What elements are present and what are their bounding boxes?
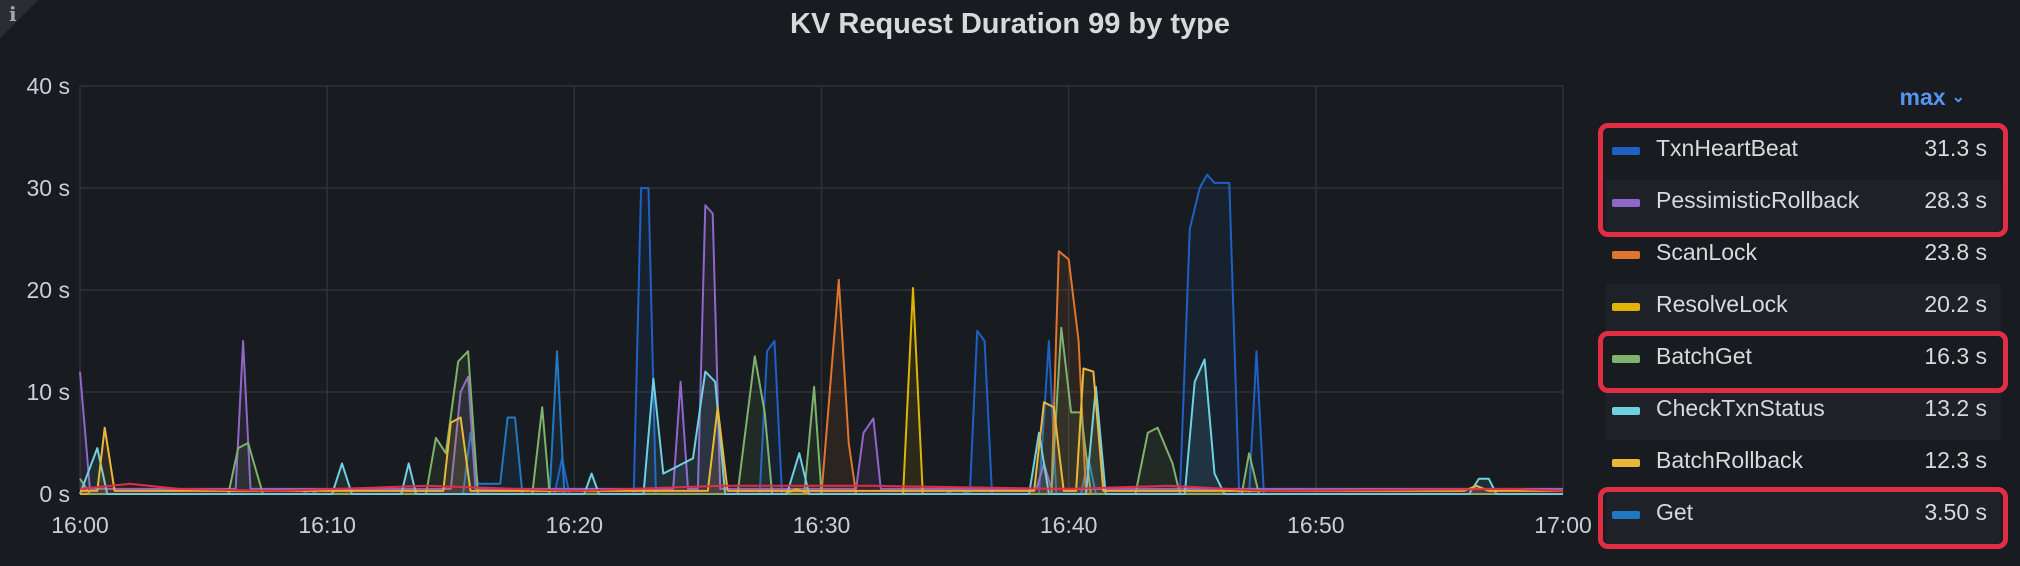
legend-max-value: 31.3 s (1924, 135, 1987, 161)
legend-max-value: 12.3 s (1924, 447, 1987, 473)
legend-series-name[interactable]: BatchRollback (1656, 447, 1804, 473)
legend-swatch[interactable] (1612, 459, 1640, 467)
series-line-other[interactable] (79, 482, 1564, 492)
legend-series-name[interactable]: TxnHeartBeat (1656, 135, 1798, 161)
legend-max-value: 23.8 s (1924, 239, 1987, 265)
y-tick-label: 0 s (39, 481, 70, 507)
highlight-box (1598, 487, 2008, 549)
legend-max-value: 13.2 s (1924, 395, 1987, 421)
chart-grid (79, 85, 1564, 495)
legend-series-name[interactable]: ScanLock (1656, 239, 1758, 265)
legend-max-value: 3.50 s (1924, 499, 1987, 525)
legend-item-txnheartbeat[interactable]: TxnHeartBeat 31.3 s (1606, 128, 2001, 180)
legend-item-scanlock[interactable]: ScanLock 23.8 s (1606, 232, 2001, 284)
legend-item-resolvelock[interactable]: ResolveLock 20.2 s (1606, 284, 2001, 336)
legend-series-name[interactable]: ResolveLock (1656, 291, 1788, 317)
series-area-checktxnstatus (80, 359, 1563, 494)
y-tick-label: 40 s (27, 73, 70, 99)
info-icon[interactable]: i (9, 2, 17, 26)
chart-series (79, 173, 1564, 495)
x-tick-label: 16:30 (793, 512, 851, 538)
series-line-pessimisticrollback[interactable] (79, 204, 1563, 490)
legend-series-name[interactable]: Get (1656, 499, 1694, 525)
legend-series-name[interactable]: CheckTxnStatus (1656, 395, 1825, 421)
legend-item-get[interactable]: Get 3.50 s (1606, 492, 2001, 544)
legend-sort-label[interactable]: max (1899, 84, 1946, 110)
legend-series-name[interactable]: PessimisticRollback (1656, 187, 1860, 213)
legend-item-pessimisticrollback[interactable]: PessimisticRollback 28.3 s (1606, 180, 2001, 232)
legend-swatch[interactable] (1612, 511, 1640, 519)
x-tick-label: 16:00 (51, 512, 109, 538)
series-line-checktxnstatus[interactable] (79, 358, 1563, 495)
legend-series-name[interactable]: BatchGet (1656, 343, 1752, 369)
legend-item-batchrollback[interactable]: BatchRollback 12.3 s (1606, 440, 2001, 492)
x-tick-label: 16:10 (298, 512, 356, 538)
legend-swatch[interactable] (1612, 407, 1640, 415)
highlight-box (1598, 123, 2008, 237)
x-tick-label: 16:40 (1040, 512, 1098, 538)
series-area-other (80, 483, 1563, 494)
panel-title[interactable]: KV Request Duration 99 by type (790, 8, 1230, 40)
x-tick-label: 17:00 (1534, 512, 1592, 538)
legend-item-checktxnstatus[interactable]: CheckTxnStatus 13.2 s (1606, 388, 2001, 440)
series-line-batchrollback[interactable] (80, 367, 1563, 492)
series-area-batchget (80, 327, 1563, 494)
chevron-down-icon: ⌄ (1951, 89, 1965, 106)
legend-swatch[interactable] (1612, 251, 1640, 259)
legend-swatch[interactable] (1612, 199, 1640, 207)
legend-swatch[interactable] (1612, 303, 1640, 311)
legend-max-value: 28.3 s (1924, 187, 1987, 213)
y-tick-label: 20 s (27, 277, 70, 303)
legend-max-value: 20.2 s (1924, 291, 1987, 317)
legend: TxnHeartBeat 31.3 s PessimisticRollback 28.… (1606, 128, 2001, 544)
series-area-batchrollback (80, 368, 1563, 494)
highlight-box (1598, 331, 2008, 393)
legend-swatch[interactable] (1612, 147, 1640, 155)
legend-swatch[interactable] (1612, 355, 1640, 363)
panel-corner (0, 0, 38, 38)
series-line-txnheartbeat[interactable] (80, 173, 1563, 495)
chart-axes: 0 s 10 s 20 s 30 s 40 s 16:00 16:10 16:20 16:30 1… (27, 73, 1592, 538)
legend-max-value: 16.3 s (1924, 343, 1987, 369)
x-tick-label: 16:20 (546, 512, 604, 538)
x-tick-label: 16:50 (1287, 512, 1345, 538)
y-tick-label: 10 s (27, 379, 70, 405)
y-tick-label: 30 s (27, 175, 70, 201)
legend-item-batchget[interactable]: BatchGet 16.3 s (1606, 336, 2001, 388)
legend-sort-max[interactable]: max ⌄ (1900, 84, 1965, 111)
